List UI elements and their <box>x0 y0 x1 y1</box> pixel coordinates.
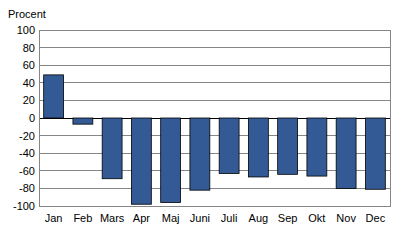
x-tick-label: Jan <box>45 212 63 224</box>
x-tick-label: Mars <box>100 212 125 224</box>
x-tick-label: Nov <box>336 212 356 224</box>
y-tick-label: 100 <box>17 24 35 36</box>
y-tick-label: 40 <box>23 77 35 89</box>
y-tick-label: -80 <box>19 182 35 194</box>
grid-line <box>39 47 390 48</box>
bar <box>44 75 64 118</box>
y-tick-label: 80 <box>23 42 35 54</box>
y-tick-label: -20 <box>19 130 35 142</box>
bar <box>307 118 327 176</box>
bar <box>365 118 385 189</box>
bar <box>190 118 210 190</box>
y-axis-title: Procent <box>8 8 46 20</box>
bar <box>219 118 239 173</box>
bar <box>102 118 122 179</box>
x-tick-label: Maj <box>162 212 180 224</box>
y-tick-label: -60 <box>19 165 35 177</box>
x-tick-label: Sep <box>278 212 298 224</box>
y-tick-label: -40 <box>19 147 35 159</box>
plot-area <box>39 30 390 206</box>
bar <box>161 118 181 202</box>
x-tick-label: Apr <box>133 212 150 224</box>
bars <box>44 75 386 204</box>
bar <box>336 118 356 188</box>
bar <box>278 118 298 174</box>
x-tick-label: Juni <box>190 212 210 224</box>
y-tick-label: 20 <box>23 94 35 106</box>
x-tick-label: Aug <box>249 212 269 224</box>
y-tick-label: 60 <box>23 59 35 71</box>
bar <box>131 118 151 204</box>
grid-line <box>39 65 390 66</box>
x-tick-label: Feb <box>73 212 92 224</box>
bar <box>73 118 93 124</box>
plot-frame <box>39 30 390 206</box>
x-tick-label: Dec <box>366 212 386 224</box>
chart: -100 -80 -60 -40 -20 0 20 40 60 80 100 Jan Feb Mars Ap… <box>0 0 399 237</box>
bar <box>248 118 268 177</box>
x-tick-label: Juli <box>221 212 238 224</box>
grid-line <box>39 82 390 83</box>
y-tick-label: -100 <box>13 200 35 212</box>
x-tick-label: Okt <box>308 212 325 224</box>
grid-line <box>39 100 390 101</box>
y-tick-label: 0 <box>29 112 35 124</box>
